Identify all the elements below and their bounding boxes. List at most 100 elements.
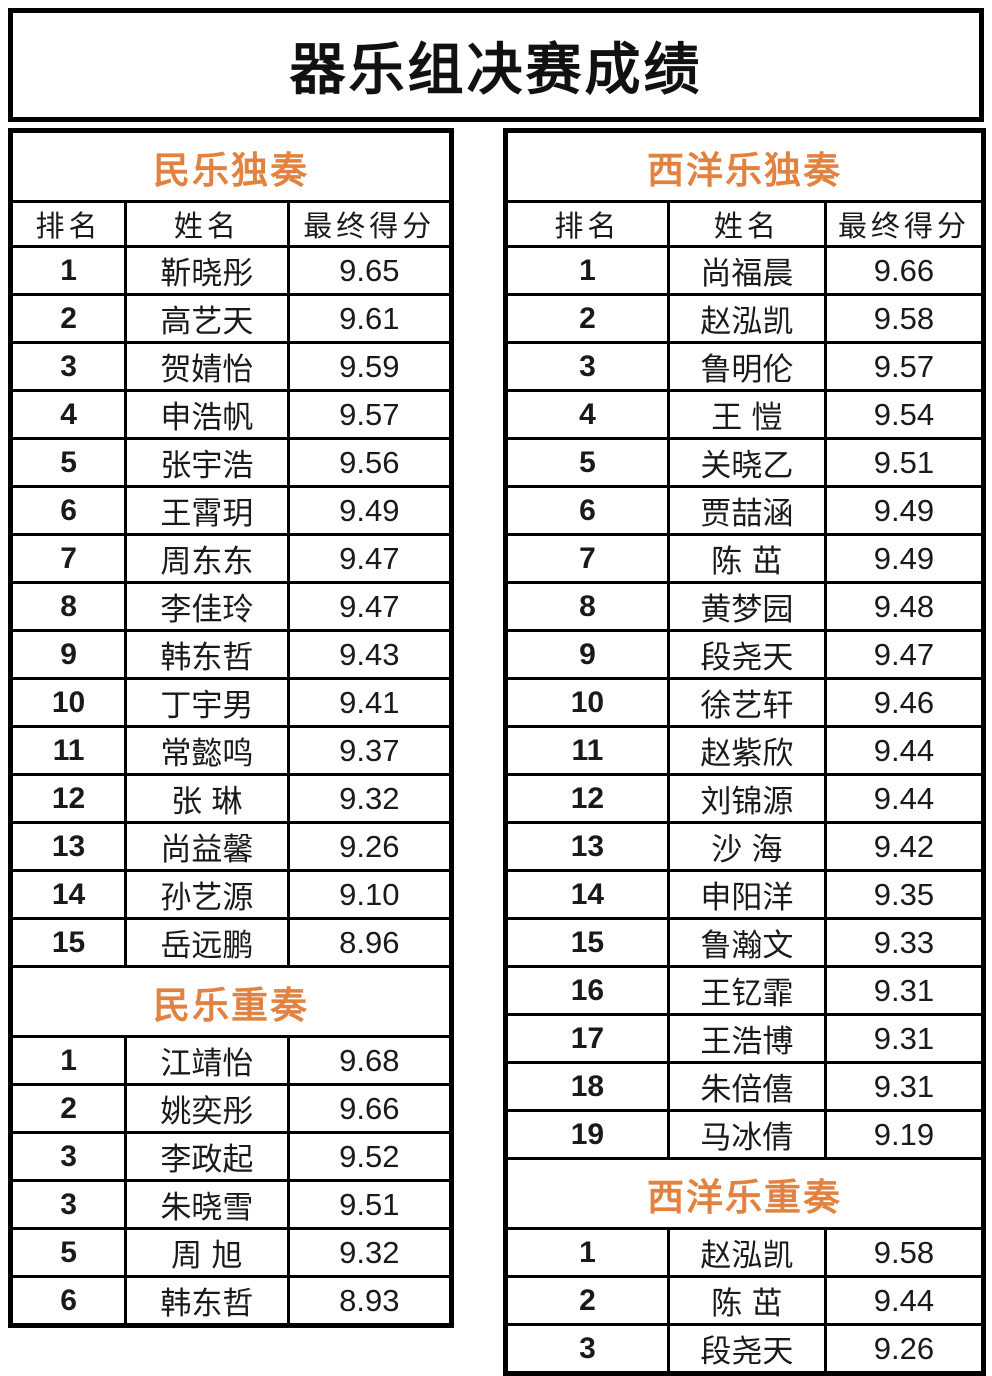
score-cell: 9.10 bbox=[286, 869, 453, 920]
name-cell: 鲁明伦 bbox=[666, 341, 827, 392]
name-cell: 朱倍僖 bbox=[666, 1061, 827, 1112]
rank-cell: 15 bbox=[505, 917, 670, 968]
rank-cell: 18 bbox=[505, 1061, 670, 1112]
name-cell: 王愷 bbox=[666, 389, 827, 440]
score-cell: 9.51 bbox=[286, 1179, 453, 1230]
score-cell: 9.44 bbox=[823, 725, 985, 776]
score-cell: 9.65 bbox=[286, 245, 453, 296]
column-header-rank: 排名 bbox=[505, 200, 670, 248]
name-cell: 周旭 bbox=[124, 1227, 290, 1278]
rank-cell: 15 bbox=[9, 917, 128, 968]
score-cell: 9.33 bbox=[823, 917, 985, 968]
western-music-results-table: 西洋乐独奏 排名 姓名 最终得分 1 尚福晨 9.66 2 赵泓凯 9.58 3 鲁明伦 9.57 4 王愷… bbox=[503, 128, 986, 1376]
section-title: 民乐重奏 bbox=[10, 965, 452, 1038]
table-row: 5 周旭 9.32 bbox=[9, 1227, 453, 1278]
table-row: 3 鲁明伦 9.57 bbox=[505, 341, 985, 392]
name-cell: 江靖怡 bbox=[124, 1035, 290, 1086]
table-row: 7 周东东 9.47 bbox=[9, 533, 453, 584]
table-row: 3 朱晓雪 9.51 bbox=[9, 1179, 453, 1230]
table-row: 6 韩东哲 8.93 bbox=[9, 1275, 453, 1326]
rank-cell: 8 bbox=[505, 581, 670, 632]
score-cell: 9.47 bbox=[823, 629, 985, 680]
name-cell: 赵紫欣 bbox=[666, 725, 827, 776]
table-row: 18 朱倍僖 9.31 bbox=[505, 1061, 985, 1112]
score-cell: 9.46 bbox=[823, 677, 985, 728]
table-row: 3 贺婧怡 9.59 bbox=[9, 341, 453, 392]
table-row: 2 姚奕彤 9.66 bbox=[9, 1083, 453, 1134]
name-cell: 沙海 bbox=[666, 821, 827, 872]
name-cell: 鲁瀚文 bbox=[666, 917, 827, 968]
table-row: 11 常懿鸣 9.37 bbox=[9, 725, 453, 776]
score-cell: 9.49 bbox=[823, 485, 985, 536]
name-cell: 马冰倩 bbox=[666, 1109, 827, 1160]
name-cell: 孙艺源 bbox=[124, 869, 290, 920]
score-cell: 9.47 bbox=[286, 581, 453, 632]
table-row: 4 王愷 9.54 bbox=[505, 389, 985, 440]
name-cell: 陈茁 bbox=[666, 1275, 827, 1326]
table-row: 9 段尧天 9.47 bbox=[505, 629, 985, 680]
score-cell: 9.44 bbox=[823, 773, 985, 824]
table-row: 17 王浩博 9.31 bbox=[505, 1013, 985, 1064]
rank-cell: 10 bbox=[505, 677, 670, 728]
score-cell: 9.68 bbox=[286, 1035, 453, 1086]
column-header-name: 姓名 bbox=[666, 200, 827, 248]
table-row: 8 黄梦园 9.48 bbox=[505, 581, 985, 632]
table-row: 16 王钇霏 9.31 bbox=[505, 965, 985, 1016]
table-row: 5 关晓乙 9.51 bbox=[505, 437, 985, 488]
name-cell: 陈茁 bbox=[666, 533, 827, 584]
rank-cell: 9 bbox=[505, 629, 670, 680]
page-title: 器乐组决赛成绩 bbox=[289, 37, 703, 101]
score-cell: 9.26 bbox=[286, 821, 453, 872]
rank-cell: 19 bbox=[505, 1109, 670, 1160]
rank-cell: 2 bbox=[9, 1083, 128, 1134]
rank-cell: 3 bbox=[9, 341, 128, 392]
name-cell: 岳远鹏 bbox=[124, 917, 290, 968]
score-cell: 9.31 bbox=[823, 965, 985, 1016]
rank-cell: 11 bbox=[505, 725, 670, 776]
rank-cell: 5 bbox=[9, 1227, 128, 1278]
table-row: 4 申浩帆 9.57 bbox=[9, 389, 453, 440]
rank-cell: 3 bbox=[9, 1131, 128, 1182]
score-cell: 9.57 bbox=[286, 389, 453, 440]
name-cell: 刘锦源 bbox=[666, 773, 827, 824]
score-cell: 9.31 bbox=[823, 1061, 985, 1112]
rank-cell: 7 bbox=[9, 533, 128, 584]
rank-cell: 8 bbox=[9, 581, 128, 632]
rank-cell: 13 bbox=[505, 821, 670, 872]
rank-cell: 14 bbox=[9, 869, 128, 920]
score-cell: 9.32 bbox=[286, 1227, 453, 1278]
table-row: 3 段尧天 9.26 bbox=[505, 1323, 985, 1374]
name-cell: 王浩博 bbox=[666, 1013, 827, 1064]
results-table: 西洋乐独奏 排名 姓名 最终得分 1 尚福晨 9.66 2 赵泓凯 9.58 3 鲁明伦 9.57 4 王愷… bbox=[505, 130, 985, 1374]
rank-cell: 5 bbox=[9, 437, 128, 488]
score-cell: 9.59 bbox=[286, 341, 453, 392]
score-cell: 9.49 bbox=[286, 485, 453, 536]
score-cell: 9.58 bbox=[823, 1227, 985, 1278]
score-cell: 9.56 bbox=[286, 437, 453, 488]
rank-cell: 2 bbox=[505, 1275, 670, 1326]
table-row: 1 江靖怡 9.68 bbox=[9, 1035, 453, 1086]
name-cell: 朱晓雪 bbox=[124, 1179, 290, 1230]
score-cell: 9.48 bbox=[823, 581, 985, 632]
rank-cell: 12 bbox=[505, 773, 670, 824]
rank-cell: 3 bbox=[505, 341, 670, 392]
name-cell: 张琳 bbox=[124, 773, 290, 824]
table-row: 15 岳远鹏 8.96 bbox=[9, 917, 453, 968]
name-cell: 申浩帆 bbox=[124, 389, 290, 440]
column-header-rank: 排名 bbox=[9, 200, 128, 248]
score-cell: 9.19 bbox=[823, 1109, 985, 1160]
score-cell: 9.61 bbox=[286, 293, 453, 344]
table-row: 1 靳晓彤 9.65 bbox=[9, 245, 453, 296]
column-header-score: 最终得分 bbox=[823, 200, 985, 248]
rank-cell: 7 bbox=[505, 533, 670, 584]
score-cell: 9.31 bbox=[823, 1013, 985, 1064]
table-row: 1 赵泓凯 9.58 bbox=[505, 1227, 985, 1278]
rank-cell: 1 bbox=[9, 245, 128, 296]
score-cell: 9.49 bbox=[823, 533, 985, 584]
rank-cell: 17 bbox=[505, 1013, 670, 1064]
name-cell: 段尧天 bbox=[666, 1323, 827, 1374]
rank-cell: 13 bbox=[9, 821, 128, 872]
table-row: 13 尚益馨 9.26 bbox=[9, 821, 453, 872]
rank-cell: 3 bbox=[505, 1323, 670, 1374]
table-row: 12 张琳 9.32 bbox=[9, 773, 453, 824]
